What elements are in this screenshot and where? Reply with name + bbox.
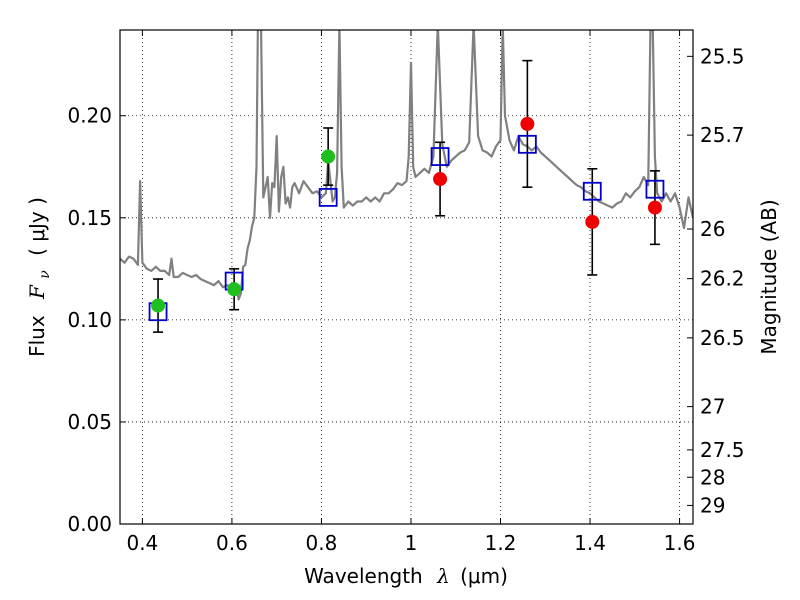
x-tick-label: 1.4 (574, 531, 606, 555)
model-point (582, 181, 602, 201)
model-point (318, 187, 338, 207)
observed-point (227, 282, 242, 297)
observed-points (151, 116, 662, 313)
x-tick-label: 0.8 (306, 531, 338, 555)
spectrum-line (120, 30, 693, 301)
model-point (430, 147, 450, 166)
y-axis-title-symbol: F (25, 284, 49, 300)
y2-tick-label: 25.5 (700, 44, 745, 68)
model-point (645, 179, 665, 199)
y2-tick-label: 26 (700, 217, 725, 241)
x-axis: 0.4 0.6 0.8 1 1.2 1.4 1.6 (126, 30, 695, 555)
y2-tick-label: 25.7 (700, 123, 745, 147)
observed-point (321, 149, 336, 164)
y2-tick-label: 27.5 (700, 438, 745, 462)
x-tick-label: 1.2 (485, 531, 517, 555)
y-tick-label: 0.00 (67, 512, 112, 536)
y2-tick-label: 26.2 (700, 267, 745, 291)
y-axis-title-subscript: ν (37, 270, 53, 279)
observed-point (433, 172, 448, 187)
y-tick-label: 0.10 (67, 308, 112, 332)
x-tick-label: 1.6 (664, 531, 696, 555)
y-axis-title-unit: ( μJy ) (25, 197, 49, 256)
x-axis-title-text: Wavelength (304, 564, 423, 588)
y-tick-label: 0.05 (67, 410, 112, 434)
observed-point (585, 214, 600, 229)
y-axis: 0.00 0.05 0.10 0.15 0.20 (67, 104, 126, 536)
plot-frame (119, 29, 694, 525)
x-axis-title: Wavelength λ (μm) (304, 564, 508, 588)
y-tick-label: 0.20 (67, 104, 112, 128)
y2-tick-label: 26.5 (700, 326, 745, 350)
y2-axis-title: Magnitude (AB) (757, 199, 781, 354)
y-axis-title-text: Flux (25, 315, 49, 357)
model-point (517, 134, 537, 154)
y-axis-title: Flux F ν ( μJy ) (25, 197, 54, 357)
model-boxes (148, 134, 665, 322)
spectrum-series (120, 30, 693, 301)
x-axis-title-symbol: λ (436, 564, 450, 588)
observed-point (520, 116, 535, 131)
y2-tick-label: 28 (700, 465, 725, 489)
y-tick-label: 0.15 (67, 206, 112, 230)
observed-point (647, 200, 662, 215)
observed-point (151, 298, 166, 313)
x-tick-label: 0.4 (126, 531, 158, 555)
x-tick-label: 0.6 (216, 531, 248, 555)
y2-tick-label: 27 (700, 395, 725, 419)
y2-tick-label: 29 (700, 493, 725, 517)
x-tick-label: 1 (405, 531, 418, 555)
grid (120, 30, 693, 525)
y2-axis: 25.5 25.7 26 26.2 26.5 27 27.5 28 29 (687, 44, 745, 517)
x-axis-title-unit: (μm) (460, 564, 508, 588)
